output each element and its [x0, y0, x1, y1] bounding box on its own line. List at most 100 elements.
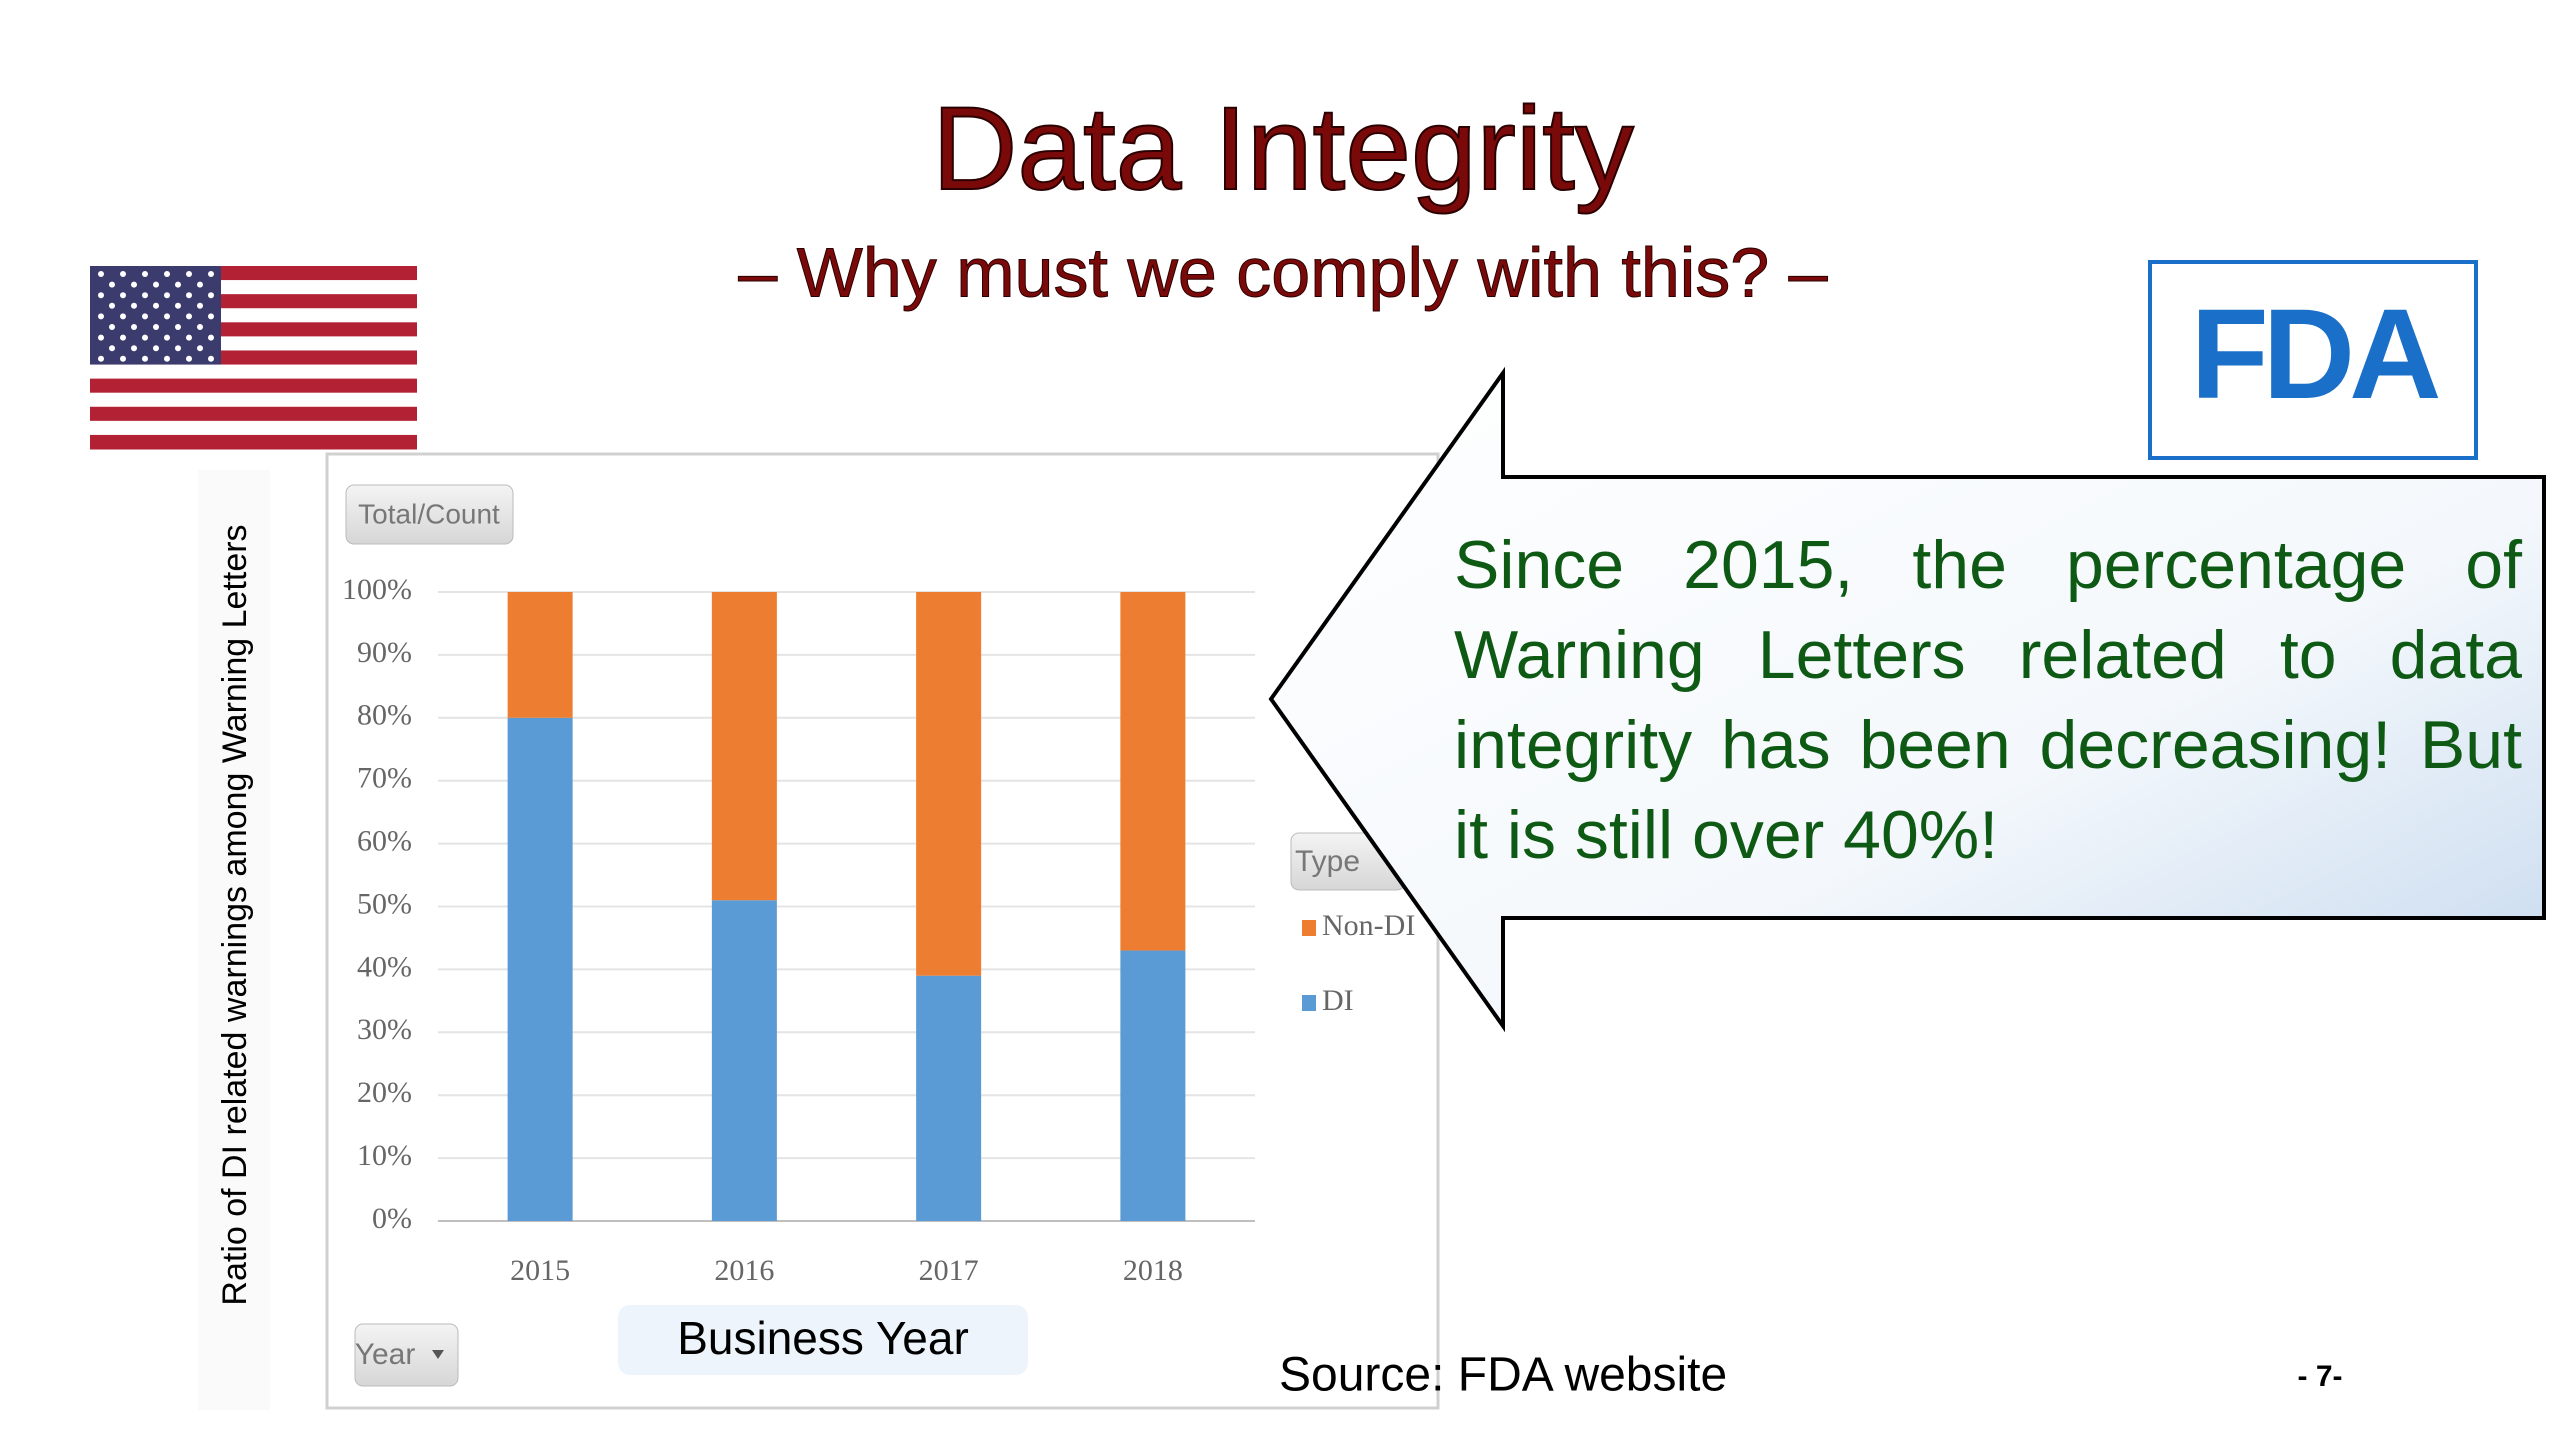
flag-star: [98, 355, 104, 362]
flag-star: [109, 324, 115, 330]
flag-star: [164, 313, 170, 320]
x-tick-label: 2016: [714, 1254, 774, 1287]
y-axis-title: Ratio of DI related warnings among Warni…: [216, 524, 254, 1305]
bar-segment: [711, 900, 777, 1221]
bar-segment: [1120, 950, 1186, 1221]
flag-star: [175, 324, 181, 330]
flag-star: [164, 271, 170, 277]
flag-star: [142, 292, 148, 299]
callout-arrow: [1268, 366, 2546, 1033]
flag-star: [120, 313, 126, 320]
flag-star: [131, 281, 137, 288]
flag-star: [208, 271, 214, 277]
chart-panel: [325, 452, 1440, 1410]
x-tick-label: 2018: [1123, 1254, 1183, 1287]
flag-star: [164, 334, 170, 341]
flag-star: [175, 302, 181, 309]
flag-star: [208, 313, 214, 320]
legend-swatch: [1302, 920, 1316, 936]
logo: FDA: [2190, 283, 2439, 426]
y-title-panel: [198, 470, 270, 1410]
bar-segment: [507, 592, 573, 718]
y-tick-label: 30%: [357, 1013, 412, 1046]
flag-stripe: [90, 364, 417, 380]
y-tick-label: 10%: [357, 1139, 412, 1172]
flag-star: [120, 334, 126, 341]
flag-star: [153, 281, 159, 288]
x-tick-label: 2015: [510, 1254, 570, 1287]
flag-stripe: [90, 378, 417, 394]
bar-segment: [1120, 592, 1186, 951]
flag-star: [98, 292, 104, 299]
flag-star: [186, 355, 192, 362]
flag-star: [120, 271, 126, 277]
flag-star: [186, 271, 192, 277]
flag-star: [197, 345, 203, 352]
flag-stripe: [90, 420, 417, 436]
flag-star: [197, 324, 203, 330]
legend-label: Non-DI: [1322, 909, 1415, 942]
bar-segment: [916, 592, 982, 976]
slide-title: Data Integrity: [932, 83, 1634, 215]
flag-star: [142, 271, 148, 277]
flag-star: [175, 281, 181, 288]
flag-star: [98, 271, 104, 277]
flag-star: [186, 313, 192, 320]
flag-stripe: [90, 434, 417, 450]
y-tick-label: 40%: [357, 950, 412, 983]
flag-star: [153, 302, 159, 309]
y-tick-label: 70%: [357, 762, 412, 795]
flag-star: [197, 281, 203, 288]
flag-star: [208, 334, 214, 341]
flag-star: [153, 345, 159, 352]
flag-star: [142, 334, 148, 341]
value-button-label: Total/Count: [358, 498, 500, 529]
dropdown-arrow: [432, 1350, 444, 1359]
flag-star: [164, 355, 170, 362]
x-title-panel: [618, 1305, 1028, 1375]
callout-text: Since 2015, the percentage of Warning Le…: [1454, 527, 2522, 873]
plot: 0% 10% 20% 30% 40% 50% 60% 70% 80% 90% 100% 2015 201…: [342, 573, 1415, 1287]
value-button[interactable]: [345, 484, 514, 545]
legend-title: Type: [1295, 845, 1360, 878]
flag-star: [208, 355, 214, 362]
flag-star: [175, 345, 181, 352]
y-tick-label: 50%: [357, 887, 412, 920]
axis-button[interactable]: [354, 1323, 459, 1387]
y-tick-label: 20%: [357, 1076, 412, 1109]
flag-star: [164, 292, 170, 299]
y-tick-label: 60%: [357, 824, 412, 857]
flag-star: [98, 334, 104, 341]
flag-star: [186, 292, 192, 299]
flag-star: [131, 345, 137, 352]
y-tick-label: 90%: [357, 636, 412, 669]
x-tick-label: 2017: [919, 1254, 979, 1287]
bar-segment: [711, 592, 777, 901]
axis-button-label: Year: [355, 1338, 416, 1371]
x-axis-title: Business Year: [677, 1312, 969, 1364]
y-tick-label: 100%: [342, 573, 412, 606]
flag-star: [142, 355, 148, 362]
flag-star: [197, 302, 203, 309]
flag-star: [120, 292, 126, 299]
flag-star: [153, 324, 159, 330]
flag-star: [98, 313, 104, 320]
source: Source: FDA website: [1279, 1349, 1727, 1402]
y-tick-label: 80%: [357, 699, 412, 732]
flag-star: [109, 302, 115, 309]
flag-star: [120, 355, 126, 362]
flag-star: [109, 345, 115, 352]
flag-star: [142, 313, 148, 320]
flag-star: [208, 292, 214, 299]
legend-label: DI: [1322, 984, 1354, 1017]
flag-stripe: [90, 406, 417, 422]
slide-subtitle: – Why must we comply with this? –: [738, 233, 1827, 311]
legend-swatch: [1302, 995, 1316, 1011]
y-tick-label: 0%: [372, 1202, 412, 1235]
flag-star: [131, 324, 137, 330]
flag-star: [186, 334, 192, 341]
page-number: - 7-: [2298, 1360, 2343, 1393]
flag-stripe: [90, 392, 417, 408]
